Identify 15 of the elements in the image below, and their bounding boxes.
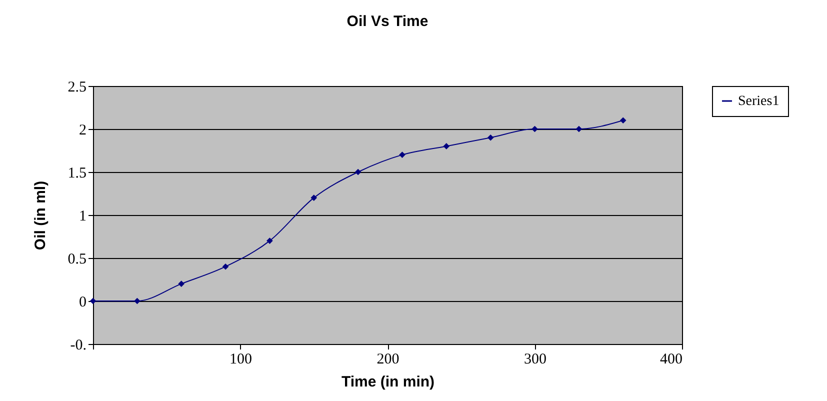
x-axis-title: Time (in min) [341, 374, 435, 390]
x-tick-label: 100 [230, 352, 252, 368]
y-tick-label: 2 [79, 122, 86, 138]
x-tick-label: 200 [376, 352, 400, 368]
y-tick-label: 0 [79, 294, 86, 310]
legend-label: Series1 [738, 94, 780, 109]
y-tick-label: 0.5 [68, 252, 86, 268]
y-tick-label: 1.5 [68, 166, 86, 182]
y-tick-label: 2.5 [68, 80, 86, 96]
x-tick-label: 300 [524, 352, 546, 368]
chart-title: Oil Vs Time [346, 13, 428, 30]
y-tick-label: -0. [70, 338, 86, 354]
y-axis-title: Oil (in ml) [32, 180, 49, 250]
x-tick-label: 400 [660, 352, 682, 368]
y-tick-label: 1 [79, 208, 86, 224]
